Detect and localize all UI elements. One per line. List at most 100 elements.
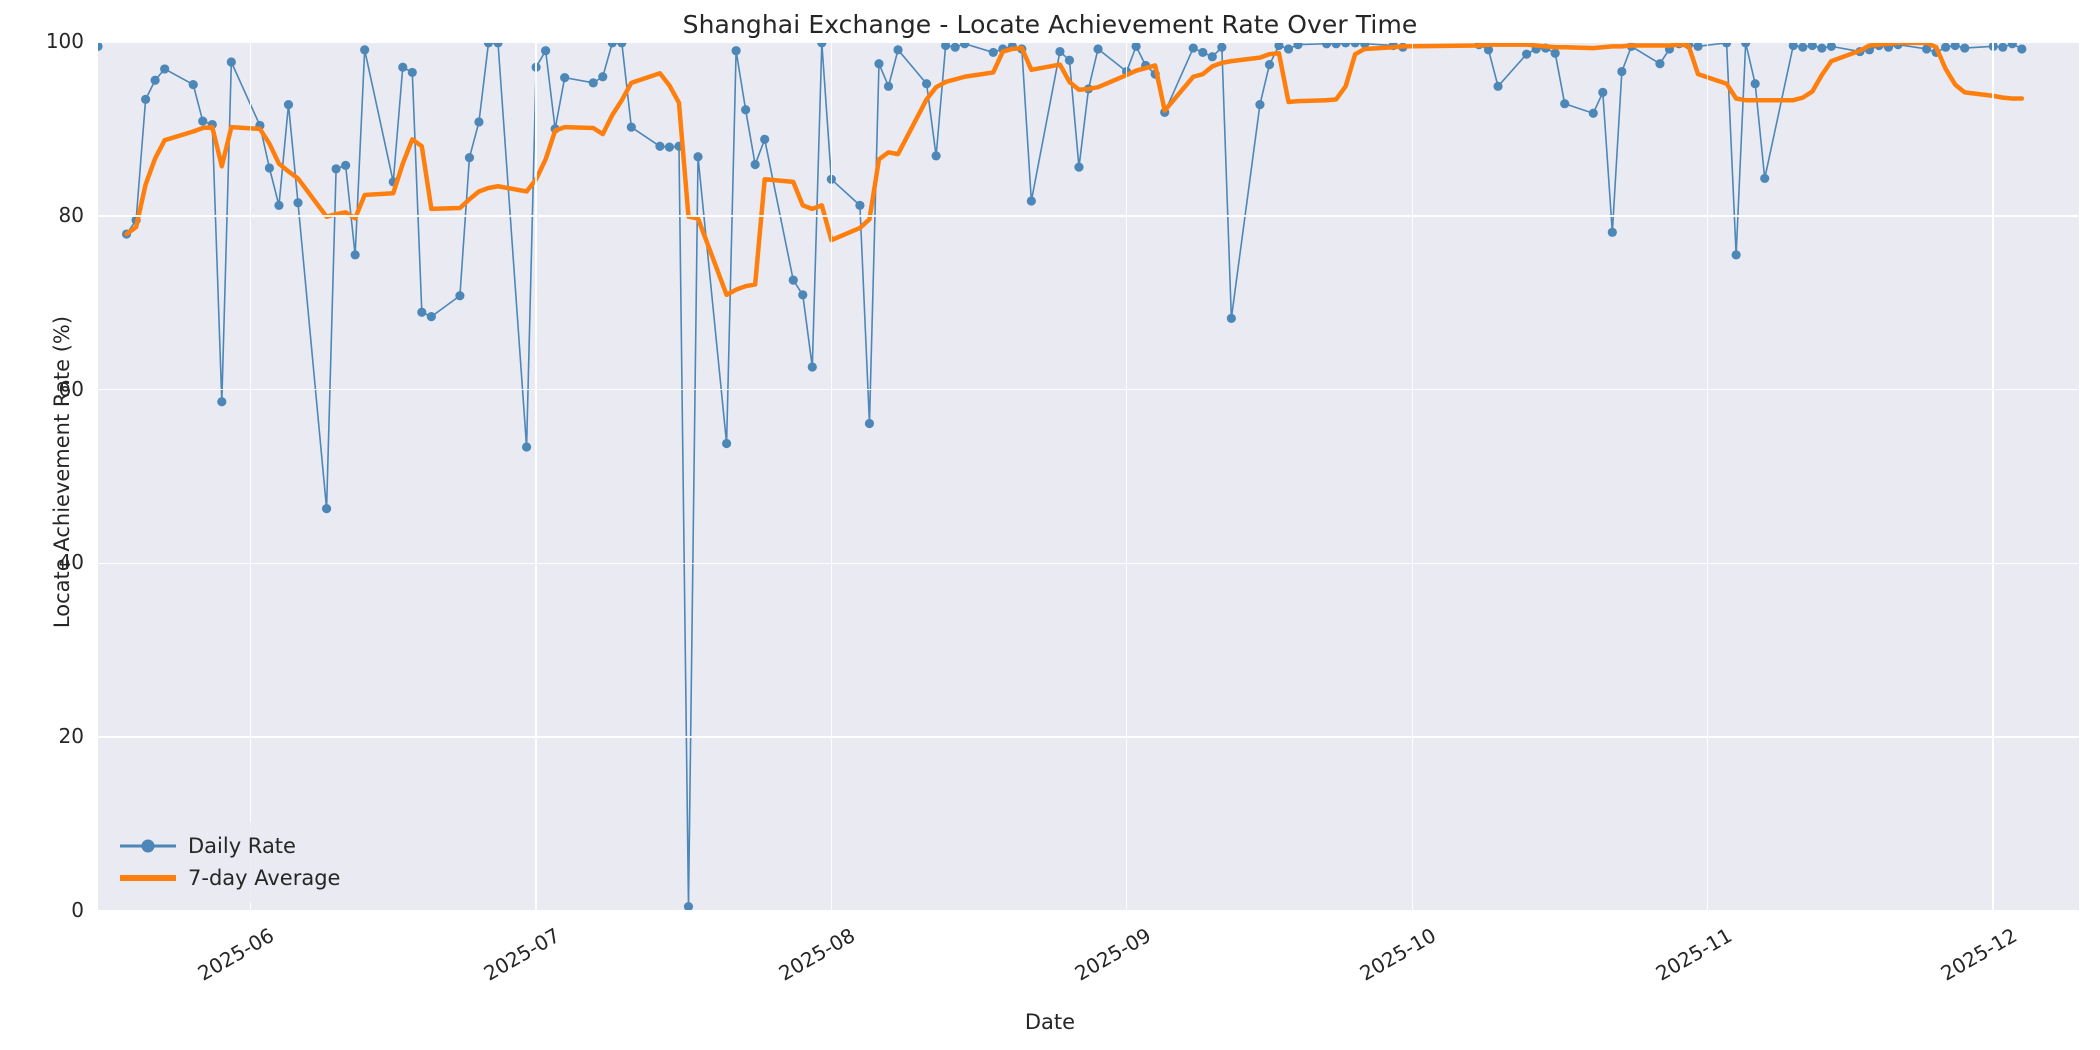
data-point (493, 42, 503, 48)
data-point (1331, 42, 1341, 49)
series-line-7-day-average (124, 42, 2025, 298)
data-point (541, 46, 551, 56)
data-point (1074, 162, 1084, 172)
data-point (1655, 59, 1665, 69)
data-point (2007, 42, 2017, 49)
data-point (1522, 49, 1532, 59)
data-point (893, 45, 903, 55)
data-point (1550, 48, 1560, 58)
data-point (1131, 42, 1141, 51)
gridline-vertical (249, 42, 252, 911)
page-title: Shanghai Exchange - Locate Achievement R… (682, 10, 1418, 39)
gridline-horizontal (98, 42, 2079, 43)
data-point (1226, 313, 1236, 323)
x-tick-label: 2025-12 (1936, 923, 2022, 986)
data-point (1188, 43, 1198, 53)
data-point (98, 42, 103, 51)
seven-day-average-line-icon (120, 868, 176, 888)
data-point (950, 42, 960, 52)
data-point (864, 418, 875, 429)
x-tick-label: 2025-09 (1070, 923, 1155, 986)
data-point (1960, 43, 1970, 53)
data-point (750, 159, 760, 170)
gridline-vertical (1706, 42, 1709, 911)
data-point (855, 200, 865, 210)
daily-rate-line-icon (120, 836, 176, 856)
data-point (464, 152, 475, 163)
data-point (398, 62, 408, 72)
gridline-horizontal (98, 215, 2079, 217)
legend-label-daily-rate: Daily Rate (188, 834, 296, 858)
data-point (883, 81, 894, 91)
gridline-vertical (1411, 42, 1414, 911)
gridline-vertical (830, 42, 833, 911)
y-tick-label: 100 (45, 29, 84, 53)
plot-area (98, 42, 2079, 911)
daily-rate-marker-icon (141, 839, 155, 853)
data-point (283, 99, 294, 110)
data-point (1322, 42, 1332, 49)
data-point (560, 73, 570, 83)
data-point (1722, 42, 1732, 48)
data-point (1741, 42, 1751, 48)
data-point (331, 164, 341, 174)
data-point (1064, 55, 1075, 65)
series-line-daily-rate (125, 42, 2023, 908)
data-point (988, 47, 998, 58)
data-point (1760, 173, 1770, 184)
data-point (1255, 99, 1265, 110)
data-point (1055, 46, 1065, 57)
data-point (141, 94, 151, 104)
data-point (607, 42, 617, 48)
data-point (1798, 42, 1808, 52)
data-point (264, 163, 275, 173)
x-tick-label: 2025-08 (774, 923, 860, 986)
data-point (1274, 42, 1284, 51)
y-tick-label: 60 (58, 376, 84, 401)
data-point (474, 117, 484, 127)
gridline-vertical (1125, 42, 1128, 911)
data-point (931, 151, 941, 161)
legend-item-7-day-average[interactable]: 7-day Average (120, 862, 340, 894)
data-point (1341, 42, 1351, 48)
data-point (160, 64, 170, 74)
legend-item-daily-rate[interactable]: Daily Rate (120, 830, 340, 862)
chart-canvas (98, 42, 2027, 911)
data-point (521, 442, 532, 452)
data-point (1693, 42, 1703, 51)
data-point (1026, 196, 1036, 206)
data-point (960, 42, 970, 49)
gridline-horizontal (98, 736, 2079, 738)
data-point (1998, 42, 2008, 52)
y-tick-label: 80 (58, 202, 84, 227)
data-point (817, 42, 827, 48)
data-point (150, 75, 160, 85)
data-point (731, 46, 741, 56)
data-point (1788, 42, 1798, 51)
data-point (1617, 66, 1627, 77)
data-point (188, 79, 198, 90)
data-point (2017, 44, 2027, 54)
data-point (1093, 44, 1103, 54)
data-point (1950, 42, 1960, 51)
legend[interactable]: Daily Rate 7-day Average (110, 822, 353, 902)
data-point (588, 78, 598, 88)
gridline-horizontal (98, 910, 2079, 911)
gridline-vertical (1992, 42, 1995, 911)
x-tick-label: 2025-07 (479, 923, 565, 986)
data-point (1264, 59, 1275, 70)
data-point (617, 42, 627, 48)
y-tick-label: 0 (71, 898, 84, 922)
y-tick-label: 20 (58, 724, 84, 749)
data-point (350, 250, 360, 260)
data-point (1941, 42, 1951, 52)
data-point (1560, 99, 1570, 109)
data-point (341, 160, 351, 170)
data-point (1217, 42, 1227, 52)
data-point (760, 134, 770, 144)
data-point (598, 72, 608, 82)
data-point (941, 42, 951, 51)
x-axis-label: Date (1024, 1010, 1076, 1034)
gridline-vertical (535, 42, 537, 911)
